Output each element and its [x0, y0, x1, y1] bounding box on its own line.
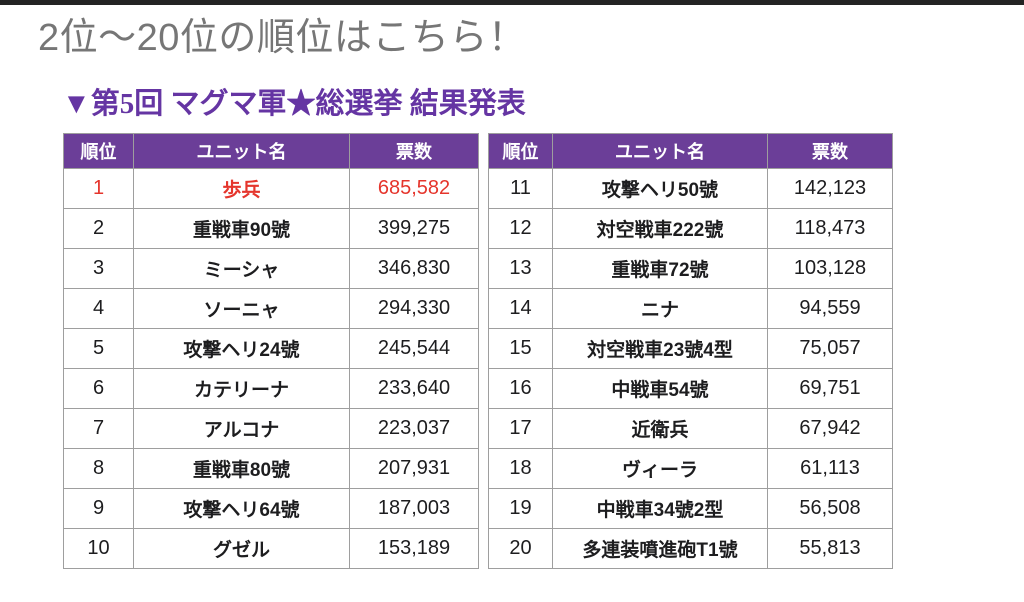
votes-cell: 75,057: [767, 328, 893, 369]
table-row: 6 カテリーナ 233,640: [63, 368, 479, 409]
votes-cell: 245,544: [349, 328, 479, 369]
ranking-table-right: 順位 ユニット名 票数 11 攻撃ヘリ50號 142,123 12 対空戦車222號 11…: [488, 133, 893, 569]
votes-cell: 56,508: [767, 488, 893, 529]
unit-name-cell: カテリーナ: [133, 368, 350, 409]
rank-cell: 18: [488, 448, 553, 489]
column-header-unit: ユニット名: [133, 133, 350, 169]
table-row: 3 ミーシャ 346,830: [63, 248, 479, 289]
column-header-votes: 票数: [349, 133, 479, 169]
ranking-table-left: 順位 ユニット名 票数 1 歩兵 685,582 2 重戦車90號 399,275 3 ミーシ…: [63, 133, 479, 569]
rank-cell: 5: [63, 328, 134, 369]
votes-cell: 142,123: [767, 168, 893, 209]
table-row: 14 ニナ 94,559: [488, 288, 893, 329]
votes-cell: 223,037: [349, 408, 479, 449]
rank-cell: 1: [63, 168, 134, 209]
page-title: 2位〜20位の順位はこちら！: [38, 17, 527, 59]
votes-cell: 207,931: [349, 448, 479, 489]
unit-name-cell: ニナ: [552, 288, 768, 329]
votes-cell: 94,559: [767, 288, 893, 329]
unit-name-cell: 重戦車90號: [133, 208, 350, 249]
rank-cell: 7: [63, 408, 134, 449]
votes-cell: 67,942: [767, 408, 893, 449]
ranking-tables: 順位 ユニット名 票数 1 歩兵 685,582 2 重戦車90號 399,275 3 ミーシ…: [63, 133, 893, 569]
votes-cell: 55,813: [767, 528, 893, 569]
unit-name-cell: ミーシャ: [133, 248, 350, 289]
table-row: 7 アルコナ 223,037: [63, 408, 479, 449]
table-row: 18 ヴィーラ 61,113: [488, 448, 893, 489]
table-row: 13 重戦車72號 103,128: [488, 248, 893, 289]
column-header-unit: ユニット名: [552, 133, 768, 169]
votes-cell: 69,751: [767, 368, 893, 409]
table-row: 11 攻撃ヘリ50號 142,123: [488, 168, 893, 209]
unit-name-cell: グゼル: [133, 528, 350, 569]
unit-name-cell: 攻撃ヘリ24號: [133, 328, 350, 369]
column-header-rank: 順位: [488, 133, 553, 169]
rank-cell: 6: [63, 368, 134, 409]
unit-name-cell: 対空戦車23號4型: [552, 328, 768, 369]
rank-cell: 13: [488, 248, 553, 289]
rank-cell: 15: [488, 328, 553, 369]
unit-name-cell: ソーニャ: [133, 288, 350, 329]
table-row: 19 中戦車34號2型 56,508: [488, 488, 893, 529]
rank-cell: 19: [488, 488, 553, 529]
rank-cell: 14: [488, 288, 553, 329]
votes-cell: 294,330: [349, 288, 479, 329]
rank-cell: 3: [63, 248, 134, 289]
column-header-rank: 順位: [63, 133, 134, 169]
votes-cell: 346,830: [349, 248, 479, 289]
unit-name-cell: 多連装噴進砲T1號: [552, 528, 768, 569]
unit-name-cell: 攻撃ヘリ50號: [552, 168, 768, 209]
unit-name-cell: 歩兵: [133, 168, 350, 209]
table-row: 8 重戦車80號 207,931: [63, 448, 479, 489]
table-row: 12 対空戦車222號 118,473: [488, 208, 893, 249]
unit-name-cell: 中戦車34號2型: [552, 488, 768, 529]
table-row: 1 歩兵 685,582: [63, 168, 479, 209]
votes-cell: 103,128: [767, 248, 893, 289]
unit-name-cell: 中戦車54號: [552, 368, 768, 409]
unit-name-cell: アルコナ: [133, 408, 350, 449]
votes-cell: 233,640: [349, 368, 479, 409]
rank-cell: 16: [488, 368, 553, 409]
unit-name-cell: 重戦車72號: [552, 248, 768, 289]
unit-name-cell: 近衛兵: [552, 408, 768, 449]
votes-cell: 685,582: [349, 168, 479, 209]
rank-cell: 10: [63, 528, 134, 569]
section-title: ▼第5回 マグマ軍★総選挙 結果発表: [62, 88, 526, 120]
rank-cell: 8: [63, 448, 134, 489]
table-row: 20 多連装噴進砲T1號 55,813: [488, 528, 893, 569]
votes-cell: 61,113: [767, 448, 893, 489]
table-row: 5 攻撃ヘリ24號 245,544: [63, 328, 479, 369]
rank-cell: 12: [488, 208, 553, 249]
table-row: 4 ソーニャ 294,330: [63, 288, 479, 329]
rank-cell: 9: [63, 488, 134, 529]
rank-cell: 4: [63, 288, 134, 329]
unit-name-cell: ヴィーラ: [552, 448, 768, 489]
votes-cell: 399,275: [349, 208, 479, 249]
top-border-bar: [0, 0, 1024, 5]
table-row: 2 重戦車90號 399,275: [63, 208, 479, 249]
votes-cell: 153,189: [349, 528, 479, 569]
unit-name-cell: 対空戦車222號: [552, 208, 768, 249]
table-header-row: 順位 ユニット名 票数: [63, 133, 479, 169]
table-header-row: 順位 ユニット名 票数: [488, 133, 893, 169]
rank-cell: 17: [488, 408, 553, 449]
table-row: 9 攻撃ヘリ64號 187,003: [63, 488, 479, 529]
votes-cell: 187,003: [349, 488, 479, 529]
rank-cell: 11: [488, 168, 553, 209]
column-header-votes: 票数: [767, 133, 893, 169]
table-row: 10 グゼル 153,189: [63, 528, 479, 569]
rank-cell: 20: [488, 528, 553, 569]
unit-name-cell: 攻撃ヘリ64號: [133, 488, 350, 529]
table-row: 15 対空戦車23號4型 75,057: [488, 328, 893, 369]
unit-name-cell: 重戦車80號: [133, 448, 350, 489]
table-row: 17 近衛兵 67,942: [488, 408, 893, 449]
table-row: 16 中戦車54號 69,751: [488, 368, 893, 409]
rank-cell: 2: [63, 208, 134, 249]
votes-cell: 118,473: [767, 208, 893, 249]
